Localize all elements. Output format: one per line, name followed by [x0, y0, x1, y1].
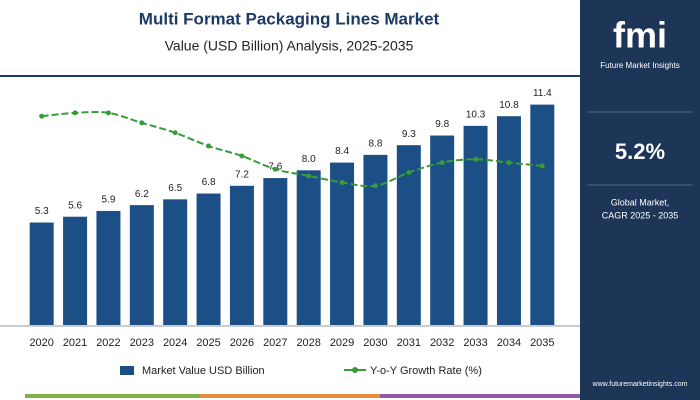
sidebar [580, 0, 700, 400]
bar [163, 199, 188, 325]
data-label: 6.5 [168, 183, 182, 194]
bar [29, 222, 54, 325]
x-tick-label: 2025 [196, 337, 220, 349]
brand: Future Market Insights [600, 61, 680, 70]
data-label: 9.3 [402, 129, 416, 140]
bottom-stripe [25, 394, 580, 398]
line-point [339, 179, 345, 185]
x-tick-label: 2024 [163, 337, 187, 349]
bar [430, 135, 455, 325]
data-label: 8.0 [302, 154, 316, 165]
x-tick-label: 2032 [430, 337, 454, 349]
bar [330, 162, 355, 325]
line-point [206, 143, 212, 149]
stripe [200, 394, 380, 398]
x-tick-label: 2020 [29, 337, 53, 349]
x-tick-label: 2023 [130, 337, 154, 349]
data-label: 5.3 [35, 206, 49, 217]
data-label: 8.8 [368, 139, 382, 150]
cagr-label: Global Market, [611, 197, 670, 207]
x-tick-label: 2026 [230, 337, 254, 349]
line [41, 111, 543, 188]
cagr-label: CAGR 2025 - 2035 [602, 210, 679, 220]
line-point [539, 163, 545, 169]
line-point [105, 110, 111, 116]
bar [196, 193, 221, 325]
line-point [239, 153, 245, 159]
legend-label: Y-o-Y Growth Rate (%) [370, 365, 482, 377]
cagr-value: 5.2% [615, 139, 665, 164]
data-label: 8.4 [335, 146, 349, 157]
x-tick-label: 2034 [497, 337, 521, 349]
line-point [39, 113, 45, 119]
bar [229, 185, 254, 325]
line-point [439, 160, 445, 166]
data-label: 6.2 [135, 189, 149, 200]
x-tick-label: 2030 [363, 337, 387, 349]
line-point [306, 173, 312, 179]
bar [129, 205, 154, 325]
data-label: 5.9 [101, 195, 115, 206]
x-tick-label: 2021 [63, 337, 87, 349]
plot: 2020 2021 2022 2023 2024 2025 2026 2027 2028 2029… [29, 88, 554, 377]
x-tick-label: 2022 [96, 337, 120, 349]
line-point [72, 110, 78, 116]
bar [363, 154, 388, 325]
line-point [272, 166, 278, 172]
line-point [506, 160, 512, 166]
bar [96, 210, 121, 325]
stripe [25, 394, 200, 398]
line-point [473, 156, 479, 162]
line-point [372, 183, 378, 189]
data-label: 9.8 [435, 119, 449, 130]
x-tick-label: 2035 [530, 337, 554, 349]
logo: fmi [613, 15, 667, 56]
data-label: 6.8 [202, 177, 216, 188]
legend-swatch [120, 366, 134, 375]
chart-subtitle: Value (USD Billion) Analysis, 2025-2035 [165, 38, 414, 54]
line-point [406, 170, 412, 176]
bar [296, 170, 321, 325]
x-tick-label: 2033 [463, 337, 487, 349]
data-label: 5.6 [68, 200, 82, 211]
x-tick-label: 2028 [296, 337, 320, 349]
chart-title: Multi Format Packaging Lines Market [139, 9, 440, 28]
bar [63, 216, 88, 325]
x-tick-label: 2029 [330, 337, 354, 349]
url: www.futuremarketinsights.com [592, 381, 688, 388]
bar [263, 178, 288, 325]
data-label: 11.4 [533, 88, 552, 99]
bar [530, 104, 555, 325]
data-label: 10.8 [499, 100, 519, 111]
legend-swatch [352, 367, 358, 373]
stripe [380, 394, 580, 398]
line-point [139, 120, 145, 126]
x-tick-label: 2027 [263, 337, 287, 349]
x-tick-label: 2031 [397, 337, 421, 349]
bar [463, 125, 488, 325]
data-label: 7.2 [235, 169, 249, 180]
data-label: 10.3 [466, 110, 486, 121]
bar [496, 116, 521, 325]
line-point [172, 130, 178, 136]
legend-label: Market Value USD Billion [142, 365, 265, 377]
